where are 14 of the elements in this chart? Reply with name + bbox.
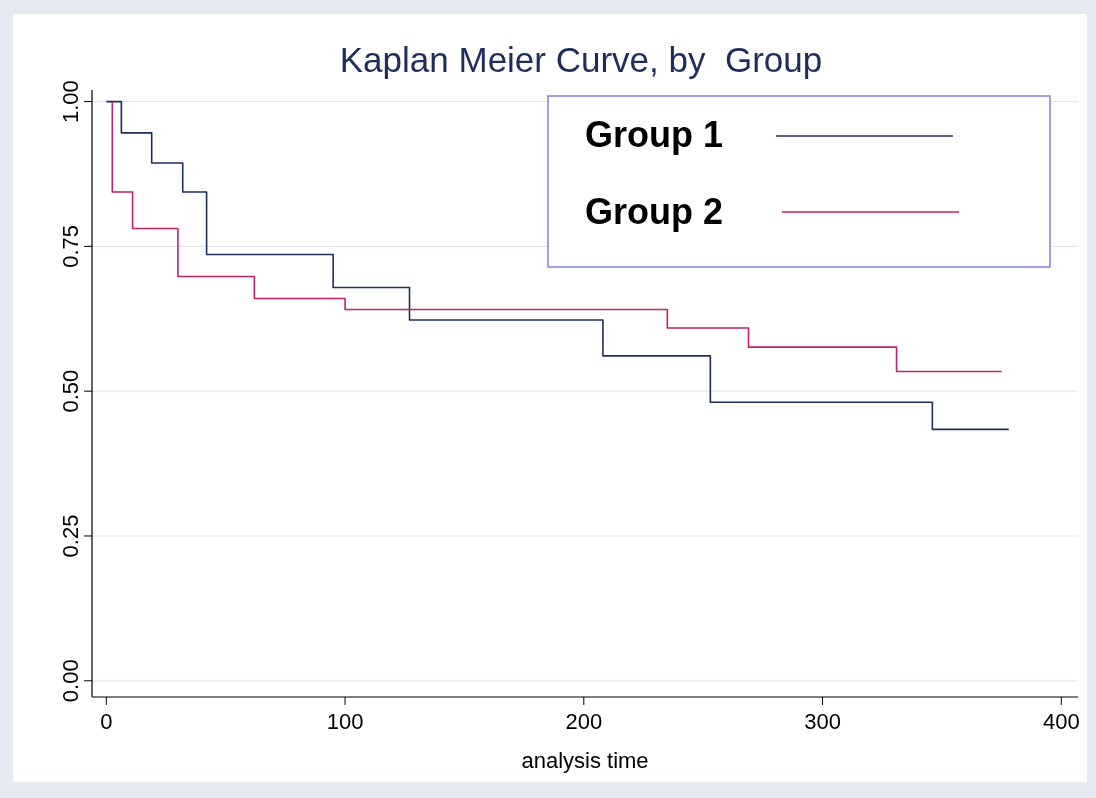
x-tick-label: 200 bbox=[565, 709, 603, 734]
y-tick-label: 0.00 bbox=[58, 659, 83, 703]
x-tick-label: 300 bbox=[804, 709, 841, 734]
y-tick-label: 0.25 bbox=[58, 514, 83, 558]
y-tick-label: 1.00 bbox=[58, 80, 83, 123]
legend-label: Group 2 bbox=[585, 191, 724, 232]
y-tick-label: 0.50 bbox=[58, 369, 83, 413]
chart-title: Kaplan Meier Curve, by Group bbox=[339, 40, 823, 79]
y-tick-label: 0.75 bbox=[58, 224, 83, 268]
x-tick-label: 400 bbox=[1042, 709, 1080, 734]
x-axis-title: analysis time bbox=[521, 748, 649, 773]
x-tick-label: 100 bbox=[326, 709, 364, 734]
legend-label: Group 1 bbox=[585, 114, 724, 155]
x-tick-label: 0 bbox=[100, 709, 113, 734]
